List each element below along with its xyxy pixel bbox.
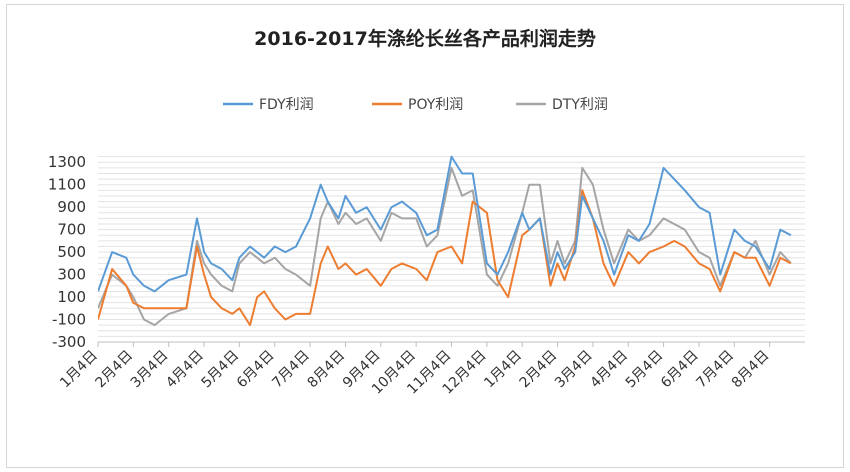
x-tick-label: 6月4日 (234, 348, 278, 392)
y-tick-label: 300 (57, 266, 86, 284)
series-lines (98, 155, 792, 327)
x-tick-label: 2月4日 (92, 348, 136, 392)
y-tick-label: 900 (57, 198, 86, 216)
y-tick-label: 1300 (48, 153, 86, 171)
x-tick-label: 1月4日 (481, 348, 525, 392)
x-tick-label: 7月4日 (269, 348, 313, 392)
y-tick-label: 700 (57, 221, 86, 239)
x-tick-label: 4月4日 (587, 348, 631, 392)
y-tick-label: 500 (57, 243, 86, 261)
chart-frame (6, 4, 844, 468)
y-tick-label: 1100 (48, 176, 86, 194)
legend-label: DTY利润 (552, 97, 608, 113)
x-tick-label: 6月4日 (658, 348, 702, 392)
x-tick-label: 5月4日 (199, 348, 243, 392)
x-tick-label: 8月4日 (305, 348, 349, 392)
x-tick-label: 3月4日 (128, 348, 172, 392)
y-tick-label: -100 (52, 311, 86, 329)
x-tick-label: 4月4日 (163, 348, 207, 392)
series-line-dty (98, 166, 792, 327)
x-tick-label: 1月4日 (57, 348, 101, 392)
x-tick-label: 3月4日 (552, 348, 596, 392)
series-line-fdy (98, 155, 792, 293)
x-axis: 1月4日2月4日3月4日4月4日5月4日6月4日7月4日8月4日9月4日10月4… (57, 341, 805, 398)
series-line-poy (98, 189, 792, 327)
y-tick-label: 100 (57, 288, 86, 306)
legend-label: FDY利润 (259, 97, 314, 113)
y-tick-label: -300 (52, 333, 86, 351)
y-axis-ticks: 1300 1100 900 700 500 300 100 -100 -300 (48, 153, 86, 351)
x-tick-label: 7月4日 (693, 348, 737, 392)
legend-label: POY利润 (408, 97, 463, 113)
x-tick-label: 8月4日 (729, 348, 773, 392)
x-tick-label: 2月4日 (517, 348, 561, 392)
grid-lines (98, 156, 805, 343)
x-tick-label: 5月4日 (623, 348, 667, 392)
legend: FDY利润 POY利润 DTY利润 (223, 97, 608, 113)
chart-title: 2016-2017年涤纶长丝各产品利润走势 (254, 28, 596, 50)
